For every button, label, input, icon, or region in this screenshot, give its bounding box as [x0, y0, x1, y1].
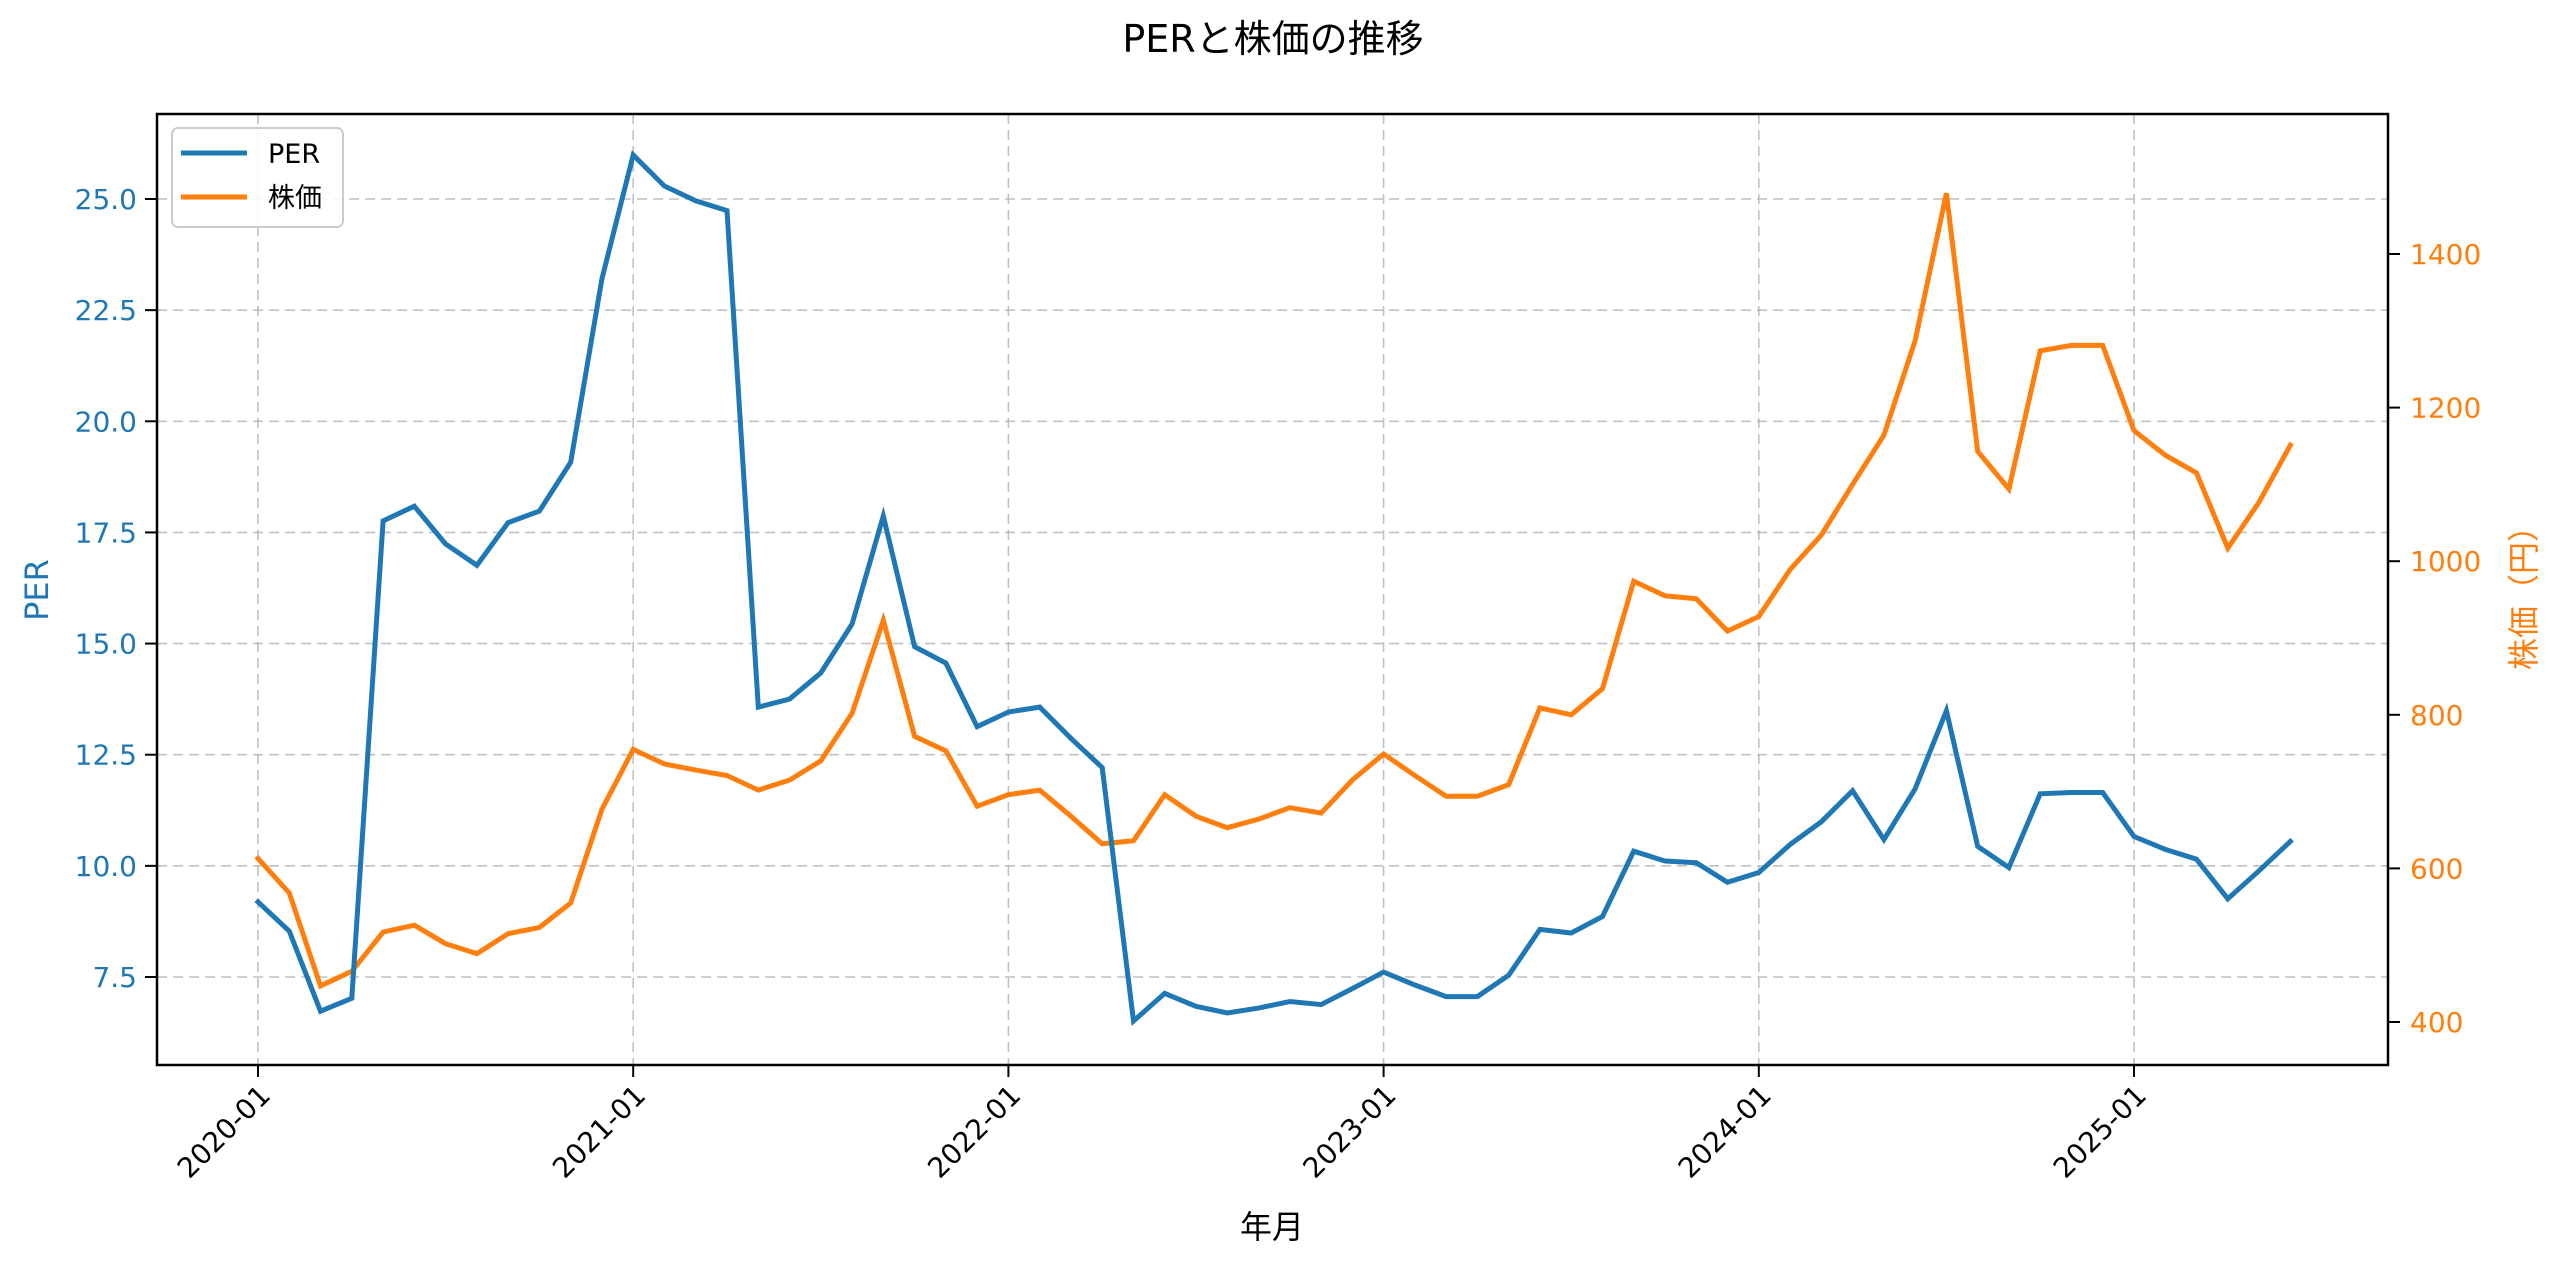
right-tick-label: 1000 [2410, 545, 2481, 578]
per-series-line [254, 150, 2294, 1027]
left-tick-label: 25.0 [75, 183, 137, 216]
axes-frame [155, 112, 2390, 1067]
right-y-axis-ticks: 400 600 800 1000 1200 1400 [2388, 238, 2481, 1039]
legend-price-label: 株価 [268, 183, 322, 214]
left-tick-label: 17.5 [75, 516, 137, 549]
left-tick-label: 10.0 [75, 850, 137, 883]
price-series-line [254, 192, 2294, 990]
right-tick-label: 400 [2410, 1006, 2463, 1039]
chart-title: PERと株価の推移 [1122, 17, 1423, 61]
left-y-axis-ticks: 7.5 10.0 12.5 15.0 17.5 20.0 22.5 25.0 [75, 183, 157, 994]
horizontal-gridlines [157, 198, 2388, 978]
right-tick-label: 1400 [2410, 238, 2481, 271]
legend: PER 株価 [171, 127, 344, 228]
left-y-axis-label: PER [18, 559, 56, 621]
right-y-axis-label: 株価（円） [2505, 510, 2543, 670]
right-tick-label: 1200 [2410, 392, 2481, 425]
left-tick-label: 12.5 [75, 739, 137, 772]
vertical-gridlines [257, 114, 2135, 1065]
plot-area [157, 114, 2388, 1065]
left-tick-label: 15.0 [75, 628, 137, 661]
left-tick-label: 22.5 [75, 294, 137, 327]
left-tick-label: 7.5 [92, 961, 137, 994]
legend-per-label: PER [268, 139, 320, 170]
right-tick-label: 800 [2410, 699, 2463, 732]
left-tick-label: 20.0 [75, 405, 137, 438]
right-tick-label: 600 [2410, 852, 2463, 885]
x-axis-label: 年月 [1240, 1208, 1304, 1246]
